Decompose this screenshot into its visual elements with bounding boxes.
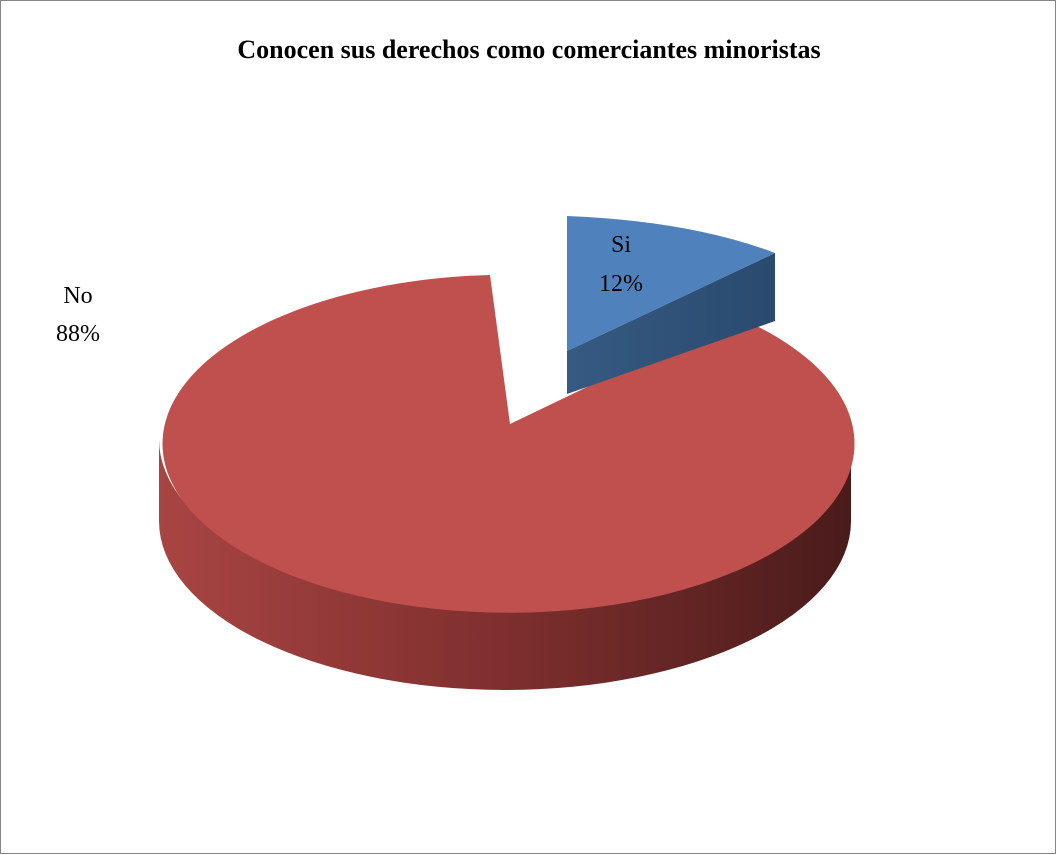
pie-slice-si-side — [567, 253, 775, 394]
data-label-no-value: 88% — [56, 321, 100, 347]
chart-title: Conocen sus derechos como comerciantes m… — [237, 35, 820, 64]
data-label-si: Si — [611, 232, 631, 258]
data-label-no: No — [63, 283, 92, 309]
pie-slice-no-side — [159, 439, 851, 690]
pie-slice-no-top — [162, 275, 855, 613]
pie-slice-no — [159, 275, 855, 690]
data-label-si-value: 12% — [599, 271, 643, 297]
pie-slice-si — [567, 216, 775, 394]
pie-slice-si-top — [567, 216, 775, 351]
